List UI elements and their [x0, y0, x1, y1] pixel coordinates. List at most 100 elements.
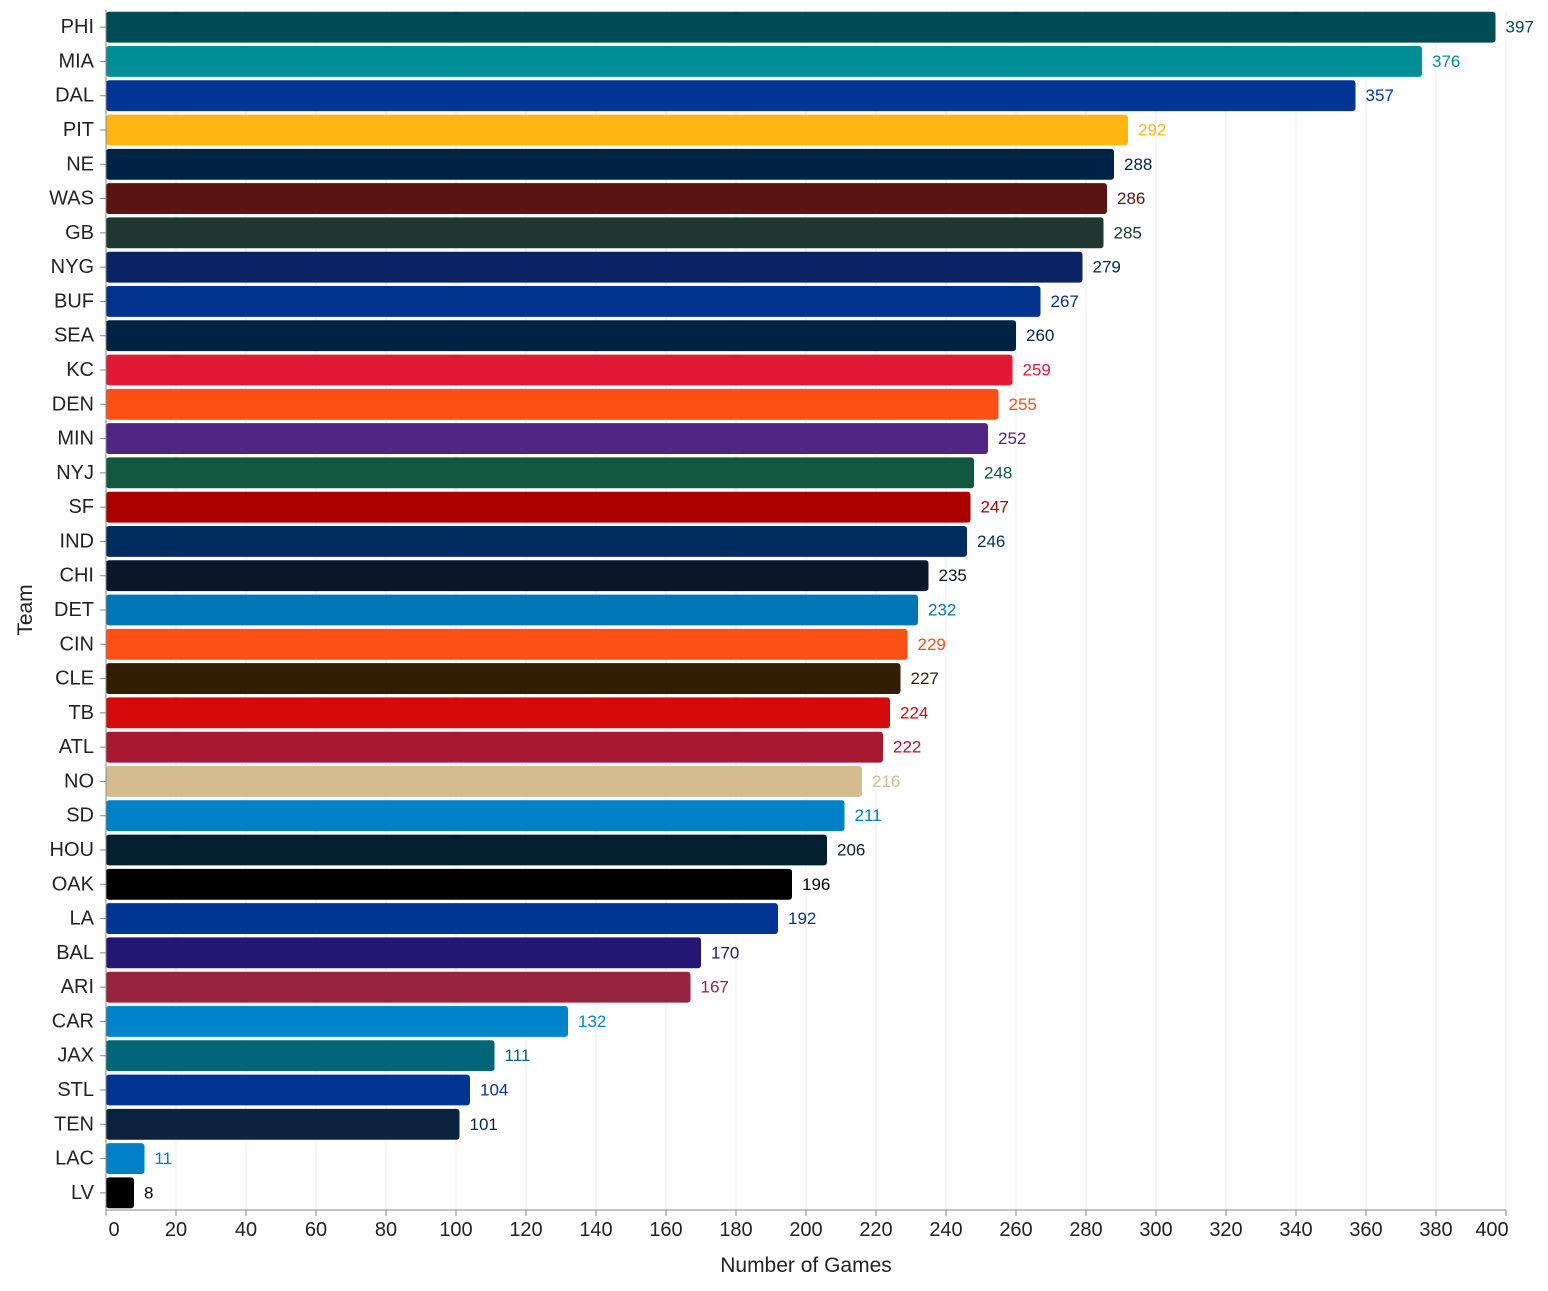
x-tick-label: 240: [929, 1219, 962, 1241]
value-label-chi: 235: [939, 566, 967, 585]
category-label-was: WAS: [49, 188, 94, 210]
category-label-lac: LAC: [55, 1148, 94, 1170]
category-label-hou: HOU: [50, 839, 94, 861]
bar-ind: [106, 526, 967, 557]
category-label-kc: KC: [66, 359, 94, 381]
category-label-bal: BAL: [56, 942, 94, 964]
value-label-det: 232: [928, 601, 956, 620]
x-tick-label: 200: [789, 1219, 822, 1241]
value-label-stl: 104: [480, 1081, 508, 1100]
bar-chi: [106, 560, 929, 592]
value-label-dal: 357: [1366, 86, 1394, 105]
value-label-no: 216: [872, 772, 900, 791]
bar-was: [106, 183, 1107, 214]
value-label-sea: 260: [1026, 326, 1054, 345]
category-label-mia: MIA: [58, 50, 94, 72]
value-label-nyg: 279: [1093, 258, 1121, 277]
category-label-car: CAR: [52, 1010, 94, 1032]
category-label-cle: CLE: [55, 668, 94, 690]
bar-jax: [106, 1040, 495, 1072]
bar-bal: [106, 937, 701, 969]
value-label-was: 286: [1117, 189, 1145, 208]
bar-sea: [106, 320, 1016, 352]
x-tick-label: 280: [1069, 1219, 1102, 1241]
category-label-stl: STL: [57, 1079, 94, 1101]
bar-min: [106, 423, 988, 454]
value-label-lv: 8: [144, 1183, 153, 1202]
category-label-ari: ARI: [61, 976, 94, 998]
category-label-tb: TB: [68, 702, 94, 724]
bar-car: [106, 1006, 568, 1037]
value-label-pit: 292: [1138, 121, 1166, 140]
bar-oak: [106, 868, 792, 900]
value-label-bal: 170: [711, 943, 739, 962]
category-label-gb: GB: [65, 222, 94, 244]
value-label-ne: 288: [1124, 155, 1152, 174]
bar-tb: [106, 697, 890, 729]
x-tick-label: 360: [1349, 1219, 1382, 1241]
bar-pit: [106, 114, 1128, 146]
category-label-sd: SD: [66, 805, 94, 827]
value-label-la: 192: [788, 909, 816, 928]
value-label-ten: 101: [470, 1115, 498, 1134]
y-axis-title: Team: [14, 584, 37, 635]
bar-stl: [106, 1074, 470, 1106]
value-label-atl: 222: [893, 738, 921, 757]
bar-cin: [106, 628, 908, 660]
bar-cle: [106, 663, 901, 694]
bar-sf: [106, 491, 971, 523]
value-label-cle: 227: [911, 669, 939, 688]
category-label-pit: PIT: [63, 119, 94, 141]
bars: [106, 11, 1496, 1209]
category-label-nyg: NYG: [51, 256, 94, 278]
category-label-cin: CIN: [60, 633, 94, 655]
category-label-lv: LV: [71, 1182, 95, 1204]
x-tick-label: 300: [1139, 1219, 1172, 1241]
value-labels: 397 376 357 292 288 286 285 279 267 260 259 255 252 2…: [144, 18, 1534, 1203]
x-tick-label: 180: [719, 1219, 752, 1241]
category-label-ten: TEN: [54, 1113, 94, 1135]
bar-nyg: [106, 251, 1083, 283]
bar-ten: [106, 1108, 460, 1140]
value-label-phi: 397: [1506, 18, 1534, 37]
category-label-no: NO: [64, 770, 94, 792]
bar-atl: [106, 731, 883, 763]
x-tick-label: 140: [579, 1219, 612, 1241]
bar-la: [106, 903, 778, 934]
x-tick-label: 40: [235, 1219, 257, 1241]
value-label-oak: 196: [802, 875, 830, 894]
bar-sd: [106, 800, 845, 832]
category-label-nyj: NYJ: [56, 462, 94, 484]
category-label-ind: IND: [60, 530, 94, 552]
bar-lac: [106, 1143, 145, 1174]
value-label-tb: 224: [900, 703, 928, 722]
x-tick-label: 80: [375, 1219, 397, 1241]
value-label-nyj: 248: [984, 463, 1012, 482]
bar-ari: [106, 971, 691, 1003]
x-axis: 0 20 40 60 80 100 120 140 160 180 200 220 240 260 280 3…: [105, 10, 1509, 1241]
value-label-ind: 246: [977, 532, 1005, 551]
value-label-kc: 259: [1023, 361, 1051, 380]
category-label-la: LA: [70, 908, 95, 930]
bar-mia: [106, 46, 1422, 77]
x-tick-label: 320: [1209, 1219, 1242, 1241]
category-label-ne: NE: [66, 153, 94, 175]
category-label-buf: BUF: [54, 290, 94, 312]
bar-ne: [106, 148, 1114, 180]
x-tick-label: 160: [649, 1219, 682, 1241]
category-label-min: MIN: [57, 428, 94, 450]
bar-hou: [106, 834, 827, 866]
x-tick-label: 120: [509, 1219, 542, 1241]
x-tick-label: 220: [859, 1219, 892, 1241]
bar-buf: [106, 286, 1041, 317]
category-label-atl: ATL: [59, 736, 94, 758]
bar-lv: [106, 1177, 134, 1209]
category-label-sf: SF: [68, 496, 94, 518]
value-label-ari: 167: [701, 978, 729, 997]
category-label-chi: CHI: [60, 565, 94, 587]
bar-det: [106, 594, 918, 626]
value-label-jax: 111: [505, 1046, 531, 1065]
value-label-gb: 285: [1114, 223, 1142, 242]
